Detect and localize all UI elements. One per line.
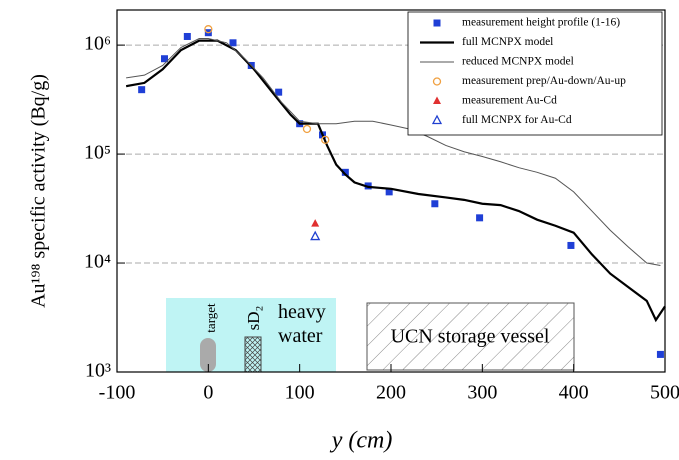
x-axis-label: y (cm) — [330, 428, 393, 454]
marker — [476, 214, 484, 222]
marker — [311, 219, 320, 227]
annotation: heavy water — [278, 301, 326, 347]
marker — [204, 25, 213, 34]
marker — [656, 350, 664, 358]
x-tick-label: 200 — [376, 382, 406, 404]
y-tick-label: 10⁴ — [84, 251, 111, 273]
legend-label: measurement height profile (1-16) — [462, 17, 620, 29]
x-tick-label: 0 — [203, 382, 213, 404]
marker — [275, 88, 283, 96]
ucn-vessel — [366, 302, 575, 371]
x-tick-label: -100 — [99, 382, 136, 404]
marker — [567, 241, 575, 249]
x-tick-label: 100 — [285, 382, 315, 404]
legend-box — [407, 11, 663, 136]
sd2-shape — [244, 336, 262, 373]
marker — [310, 230, 321, 241]
marker — [229, 39, 237, 47]
legend: measurement height profile (1-16) full MC… — [407, 11, 663, 136]
y-tick-label: 10³ — [85, 360, 111, 382]
annotation: sD₂ — [244, 306, 263, 331]
y-tick-label: 10⁶ — [84, 33, 111, 55]
legend-label: measurement Au-Cd — [462, 95, 557, 107]
legend-swatch — [433, 96, 441, 104]
marker — [302, 124, 312, 134]
marker — [160, 55, 168, 63]
x-tick-label: 500 — [650, 382, 679, 404]
legend-label: measurement prep/Au-down/Au-up — [462, 75, 626, 87]
target-shape — [200, 338, 216, 372]
marker — [321, 135, 330, 145]
marker — [385, 188, 393, 196]
legend-swatch — [433, 19, 441, 27]
x-tick-label: 300 — [467, 382, 497, 404]
y-tick-label: 10⁵ — [84, 142, 111, 164]
marker — [138, 86, 146, 94]
legend-label: full MCNPX model — [462, 36, 553, 48]
legend-swatch — [432, 77, 442, 86]
line — [125, 39, 666, 323]
annotation: target — [203, 303, 218, 333]
legend-label: reduced MCNPX model — [462, 56, 574, 68]
legend-label: full MCNPX for Au-Cd — [462, 114, 572, 126]
marker — [341, 168, 349, 176]
plot-frame — [116, 9, 666, 373]
marker — [431, 200, 439, 208]
annotation: UCN storage vessel — [391, 326, 550, 348]
legend-swatch — [431, 114, 443, 125]
x-tick-label: 400 — [559, 382, 589, 404]
line — [126, 37, 661, 266]
y-axis-label: Au¹⁹⁸ specific activity (Bq/g) — [28, 74, 50, 308]
marker — [183, 32, 191, 40]
